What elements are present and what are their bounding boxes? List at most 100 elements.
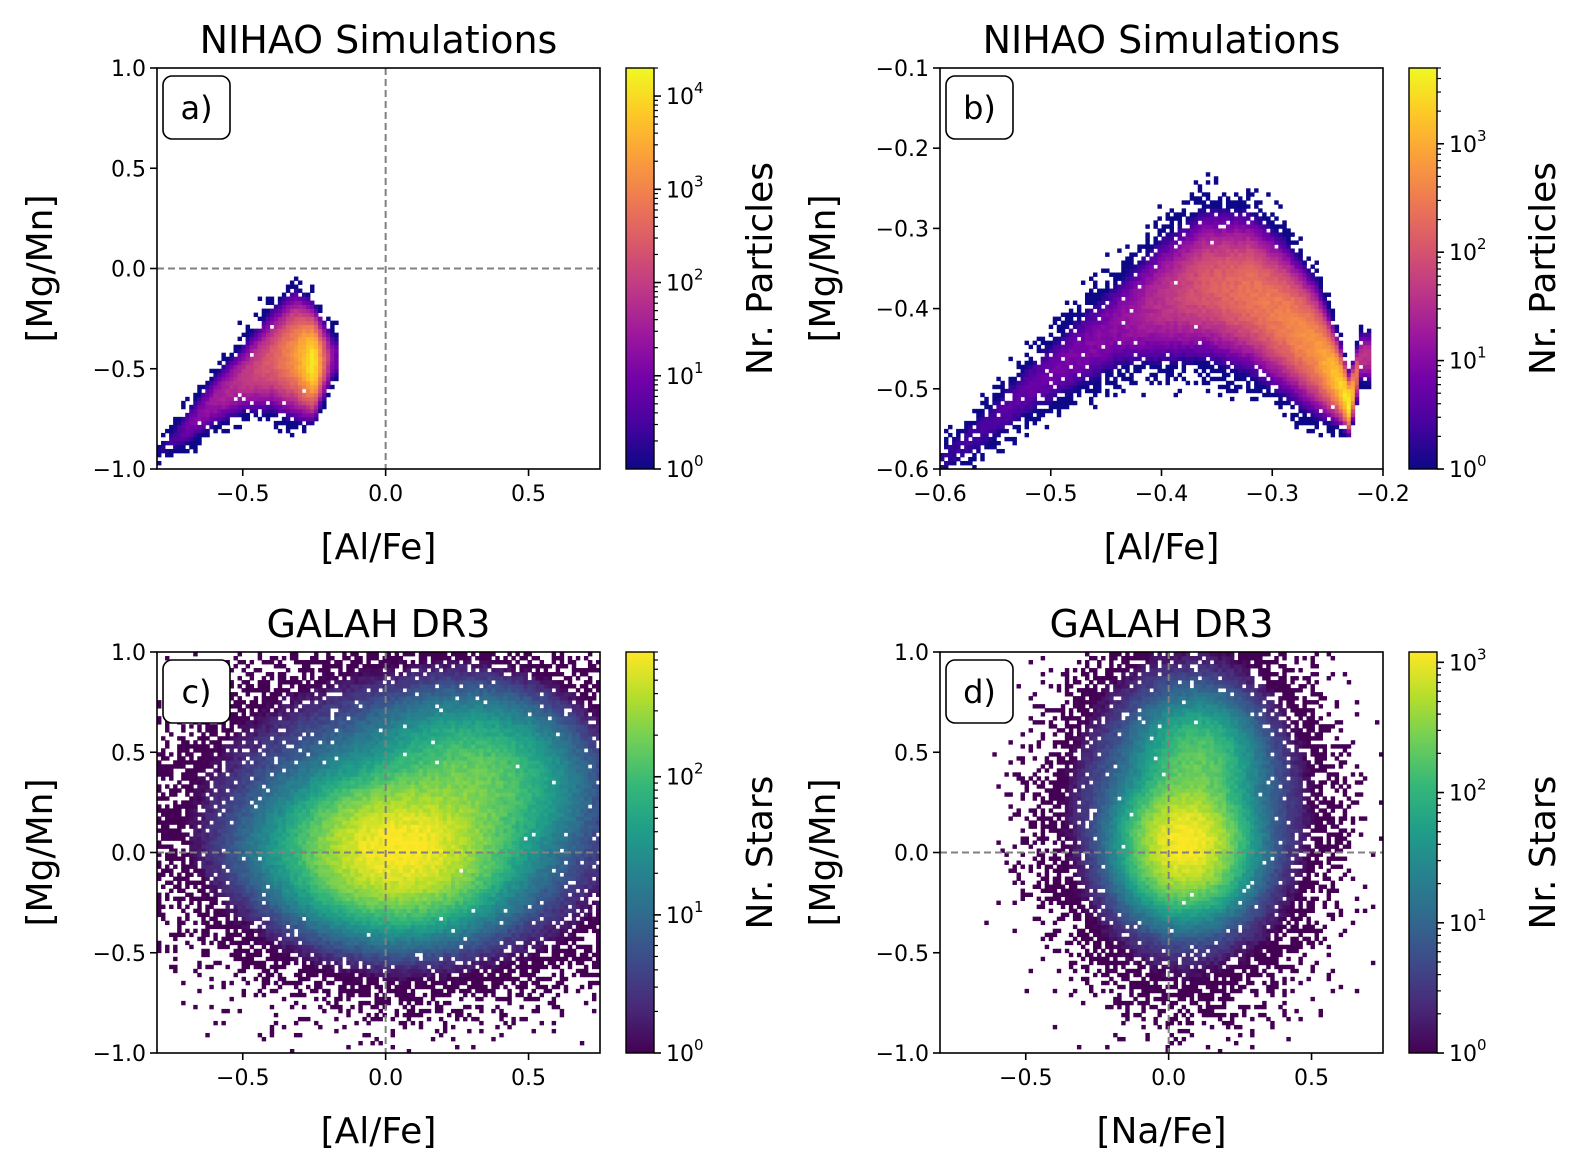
heatmap-cell: [1209, 308, 1215, 314]
heatmap-cell: [1246, 368, 1251, 374]
heatmap-cell: [1032, 376, 1038, 382]
heatmap-cell: [213, 792, 218, 797]
heatmap-cell: [253, 364, 259, 370]
heatmap-cell: [285, 384, 291, 390]
heatmap-cell: [1097, 380, 1102, 386]
heatmap-cell: [205, 728, 210, 733]
heatmap-cell: [1221, 232, 1227, 237]
heatmap-cell: [1008, 408, 1013, 414]
heatmap-cell: [229, 856, 234, 861]
heatmap-cell: [1205, 348, 1211, 354]
heatmap-cell: [197, 400, 202, 406]
heatmap-cell: [1076, 368, 1082, 374]
heatmap-cell: [1064, 368, 1070, 374]
heatmap-cell: [1262, 272, 1267, 277]
heatmap-cell: [221, 880, 226, 885]
heatmap-cell: [1052, 388, 1058, 394]
heatmap-cell: [318, 316, 323, 322]
heatmap-cell: [1229, 276, 1235, 281]
heatmap-cell: [157, 772, 162, 777]
heatmap-cell: [1270, 220, 1275, 225]
heatmap-cell: [1258, 276, 1263, 281]
heatmap-cell: [976, 412, 981, 418]
heatmap-cell: [297, 316, 303, 322]
heatmap-cell: [209, 964, 214, 970]
heatmap-cell: [1229, 212, 1235, 217]
heatmap-cell: [173, 820, 178, 825]
heatmap-cell: [193, 796, 198, 801]
heatmap-cell: [245, 336, 251, 342]
heatmap-cell: [285, 344, 291, 350]
heatmap-cell: [1177, 388, 1183, 394]
heatmap-cell: [1238, 220, 1243, 225]
heatmap-cell: [1153, 252, 1158, 257]
heatmap-cell: [968, 440, 973, 446]
heatmap-cell: [213, 800, 218, 805]
heatmap-cell: [261, 348, 267, 354]
heatmap-cell: [1342, 388, 1348, 394]
heatmap-cell: [181, 436, 186, 442]
heatmap-cell: [165, 852, 170, 857]
heatmap-cell: [169, 436, 174, 442]
heatmap-cell: [334, 348, 339, 354]
heatmap-cell: [1221, 264, 1227, 269]
heatmap-cell: [1149, 372, 1154, 378]
heatmap-cell: [1036, 412, 1042, 418]
heatmap-cell: [241, 360, 246, 366]
heatmap-cell: [1254, 384, 1259, 390]
heatmap-cell: [1157, 368, 1162, 374]
heatmap-cell: [1282, 288, 1287, 293]
heatmap-cell: [189, 412, 194, 418]
heatmap-cell: [1310, 264, 1315, 269]
heatmap-cell: [249, 328, 255, 334]
heatmap-cell: [1209, 248, 1215, 253]
heatmap-cell: [185, 412, 190, 418]
heatmap-cell: [1233, 236, 1239, 241]
heatmap-cell: [1225, 356, 1231, 362]
heatmap-cell: [1290, 328, 1295, 334]
heatmap-cell: [249, 404, 255, 410]
heatmap-cell: [1225, 336, 1231, 342]
heatmap-cell: [217, 392, 222, 398]
heatmap-cell: [1044, 408, 1050, 414]
heatmap-cell: [241, 960, 246, 966]
heatmap-cell: [173, 944, 178, 950]
heatmap-cell: [1189, 228, 1195, 233]
heatmap-cell: [1338, 340, 1344, 346]
heatmap-cell: [205, 428, 210, 434]
heatmap-cell: [1181, 308, 1187, 314]
heatmap-cell: [1105, 356, 1110, 362]
heatmap-cell: [1350, 364, 1356, 370]
heatmap-cell: [233, 404, 238, 410]
heatmap-cell: [1181, 344, 1187, 350]
heatmap-cell: [205, 400, 210, 406]
heatmap-cell: [1181, 256, 1187, 261]
heatmap-cell: [1322, 376, 1328, 382]
heatmap-cell: [205, 872, 210, 877]
heatmap-cell: [996, 424, 1001, 430]
heatmap-cell: [209, 984, 214, 990]
heatmap-cell: [209, 896, 214, 902]
heatmap-cell: [301, 344, 307, 350]
heatmap-cell: [1040, 364, 1046, 370]
heatmap-cell: [253, 344, 259, 350]
heatmap-cell: [1157, 240, 1162, 245]
heatmap-cell: [217, 784, 222, 789]
heatmap-cell: [237, 848, 242, 853]
heatmap-cell: [984, 404, 989, 410]
heatmap-cell: [197, 784, 202, 789]
heatmap-cell: [1221, 296, 1227, 301]
heatmap-cell: [1217, 356, 1223, 362]
heatmap-cell: [237, 888, 242, 893]
heatmap-cell: [293, 396, 299, 402]
heatmap-cell: [1290, 252, 1295, 257]
heatmap-cell: [322, 352, 327, 358]
heatmap-cell: [1056, 340, 1062, 346]
heatmap-cell: [1238, 296, 1243, 301]
heatmap-cell: [1225, 256, 1231, 261]
heatmap-cell: [229, 880, 234, 885]
heatmap-cell: [293, 336, 299, 342]
heatmap-cell: [1246, 204, 1251, 209]
heatmap-cell: [1294, 420, 1299, 426]
heatmap-cell: [289, 364, 295, 370]
